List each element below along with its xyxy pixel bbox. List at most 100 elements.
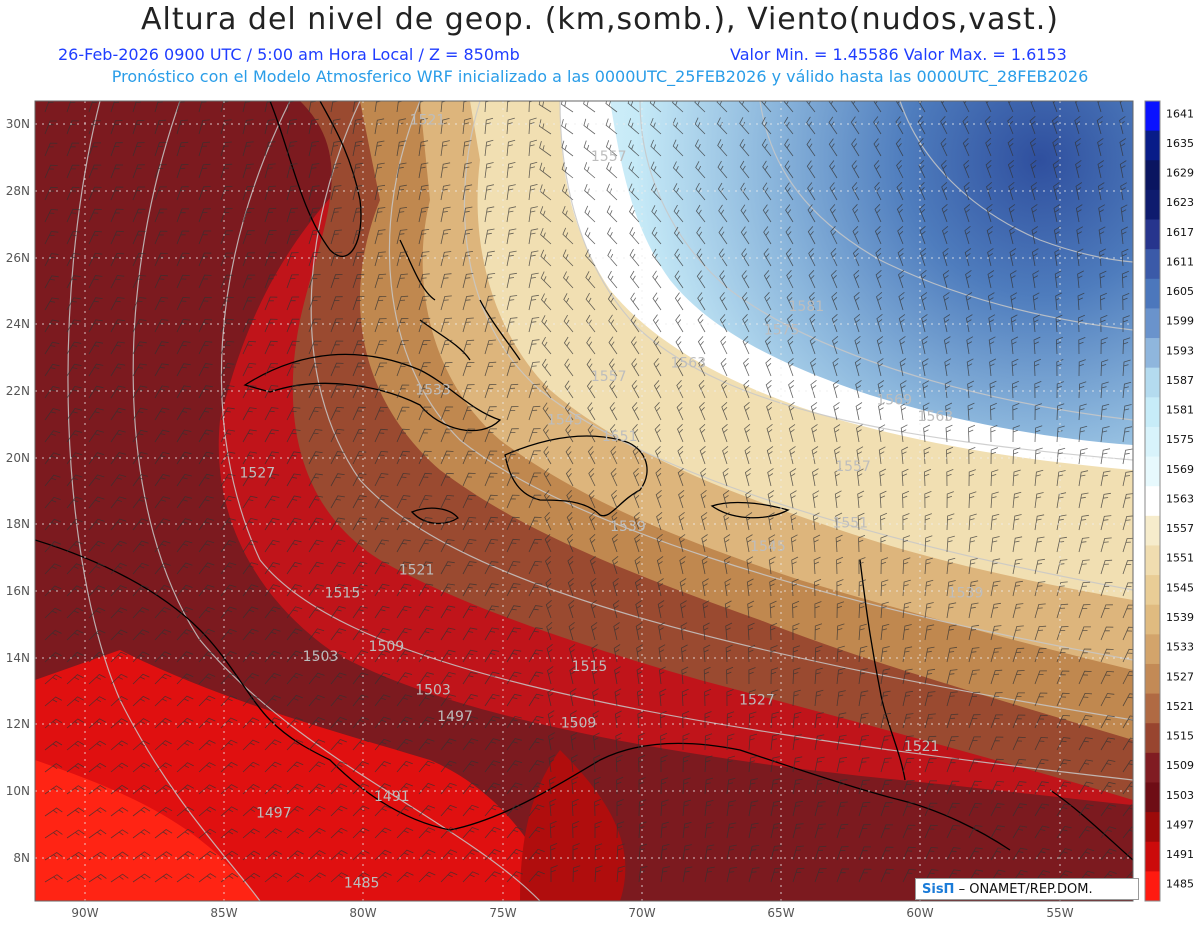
wind-barb [176,540,193,553]
wind-barb [506,383,519,399]
wind-barb [308,739,326,751]
wind-barb [154,762,172,773]
wind-barb [900,402,908,421]
wind-barb [44,496,61,509]
wind-barb [176,230,190,245]
wind-barb [852,226,860,245]
wind-barb [198,784,216,795]
wind-barb [829,204,838,223]
wind-barb [877,358,884,377]
wind-barb [352,517,367,531]
wind-barb [968,535,978,553]
wind-barb [396,694,413,707]
wind-barb [902,513,910,531]
wind-barb [506,295,518,311]
wind-barb [418,362,431,377]
wind-barb [658,666,666,685]
wind-barb [1034,847,1050,861]
colorbar-swatch [1145,101,1160,132]
wind-barb [286,606,303,619]
wind-barb [1078,648,1092,663]
wind-barb [990,669,1003,685]
wind-barb [701,556,709,575]
wind-barb [1077,292,1085,311]
wind-barb [924,491,932,509]
wind-barb [462,184,473,201]
wind-barb [176,562,193,575]
wind-barb [832,335,839,355]
wind-barb [985,138,992,157]
lat-tick-label: 14N [6,651,30,665]
wind-barb [544,534,552,553]
colorbar: 1641163516291623161716111605159915931587… [1144,100,1194,902]
wind-barb [718,204,728,223]
wind-barb [330,251,343,267]
wind-barb [1009,226,1016,245]
wind-barb [744,468,752,487]
wind-barb [659,710,667,729]
wind-barb [768,534,776,553]
latitude-axis: 30N 28N 26N 24N 22N 20N 18N 16N 14N 12N … [6,117,30,865]
wind-barb [878,446,886,465]
wind-barb [634,533,641,553]
wind-barb [659,688,667,707]
wind-barb [901,468,909,487]
wind-barb [44,164,58,179]
wind-barb [396,827,414,839]
wind-barb [418,251,430,267]
wind-barb [1012,514,1022,531]
wind-barb [682,733,690,750]
wind-barb [242,473,258,487]
wind-barb [1122,737,1133,751]
wind-barb [606,205,618,223]
wind-barb [440,539,455,553]
wind-barb [583,101,596,113]
wind-barb [1099,248,1106,267]
wind-barb [506,715,522,729]
wind-barb [352,451,367,465]
wind-barb [528,294,539,311]
wind-barb [506,317,518,333]
wind-barb [766,401,773,421]
wind-barb [990,714,1003,729]
wind-barb [264,451,279,465]
wind-barb [264,761,282,773]
wind-barb [946,824,961,839]
wind-barb [1012,625,1024,641]
wind-barb [286,739,304,751]
wind-barb [352,827,370,839]
wind-barb [440,317,453,333]
wind-barb [396,871,414,883]
wind-barb [1056,381,1064,399]
wind-barb [1054,270,1062,289]
wind-barb [242,739,260,751]
wind-barb [633,490,640,509]
wind-barb [880,579,889,597]
wind-barb [1011,380,1019,399]
wind-barb [702,622,710,641]
wind-barb [418,672,434,685]
wind-barb [836,667,846,685]
wind-barb [440,561,455,575]
wind-barb [680,600,687,619]
wind-barb [308,296,321,311]
wind-barb [66,275,81,289]
wind-barb [132,297,147,311]
wind-barb [374,672,391,685]
wind-barb [418,627,434,641]
wind-barb [682,755,691,773]
wind-barb [1078,403,1087,421]
wind-barb [564,402,574,421]
wind-barb [1056,848,1073,861]
wind-barb [694,117,706,135]
wind-barb [1010,314,1018,333]
wind-barb [264,539,280,553]
wind-barb [968,669,980,685]
wind-barb [593,754,601,773]
wind-barb [1034,692,1048,707]
wind-barb [726,689,734,707]
wind-barb [570,732,578,751]
wind-barb [896,204,904,223]
wind-barb [1077,314,1085,333]
wind-barb [286,694,303,707]
